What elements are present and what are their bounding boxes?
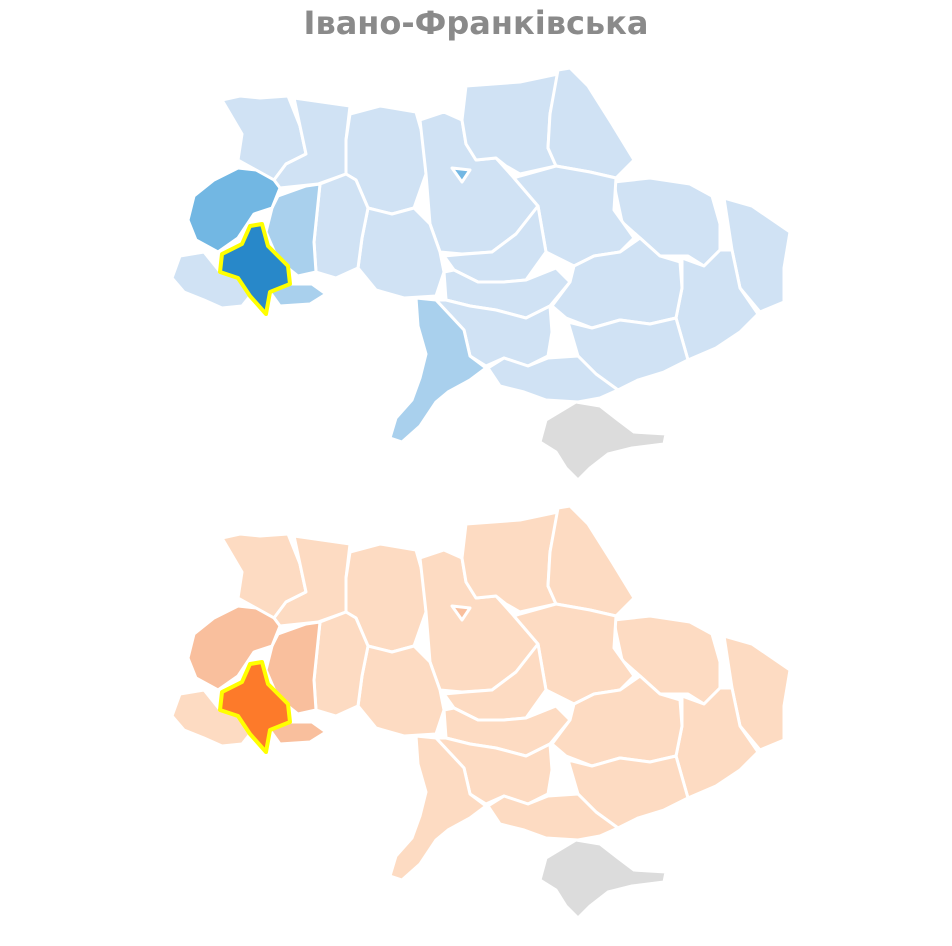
region-sumy[interactable] [548,68,634,178]
region-chernihiv[interactable] [462,512,558,612]
region-chernihiv[interactable] [462,74,558,174]
map-title: Івано-Франківська [0,4,952,42]
region-crimea[interactable] [540,840,666,918]
region-khmelnytskyi[interactable] [314,612,368,716]
region-khmelnytskyi[interactable] [314,174,368,278]
map-svg-orange [0,494,952,934]
region-crimea[interactable] [540,402,666,480]
map-svg-blue [0,56,952,496]
region-sumy[interactable] [548,506,634,616]
choropleth-map-blue [0,56,952,496]
choropleth-map-orange [0,494,952,934]
